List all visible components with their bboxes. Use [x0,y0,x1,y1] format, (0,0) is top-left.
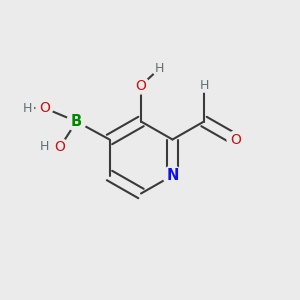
Circle shape [152,62,166,76]
Text: O: O [136,79,146,92]
Text: B: B [71,114,82,129]
Text: O: O [230,133,241,146]
Text: N: N [166,168,179,183]
Circle shape [227,131,244,148]
Circle shape [197,79,211,92]
Circle shape [163,166,182,185]
Text: H: H [40,140,49,154]
Circle shape [20,101,34,115]
Text: O: O [55,140,65,154]
Text: H: H [199,79,209,92]
Circle shape [67,112,86,131]
Circle shape [133,77,149,94]
Text: H: H [22,101,32,115]
Circle shape [36,100,53,116]
Circle shape [52,139,68,155]
Circle shape [38,140,51,154]
Text: O: O [39,101,50,115]
Text: H: H [154,62,164,76]
